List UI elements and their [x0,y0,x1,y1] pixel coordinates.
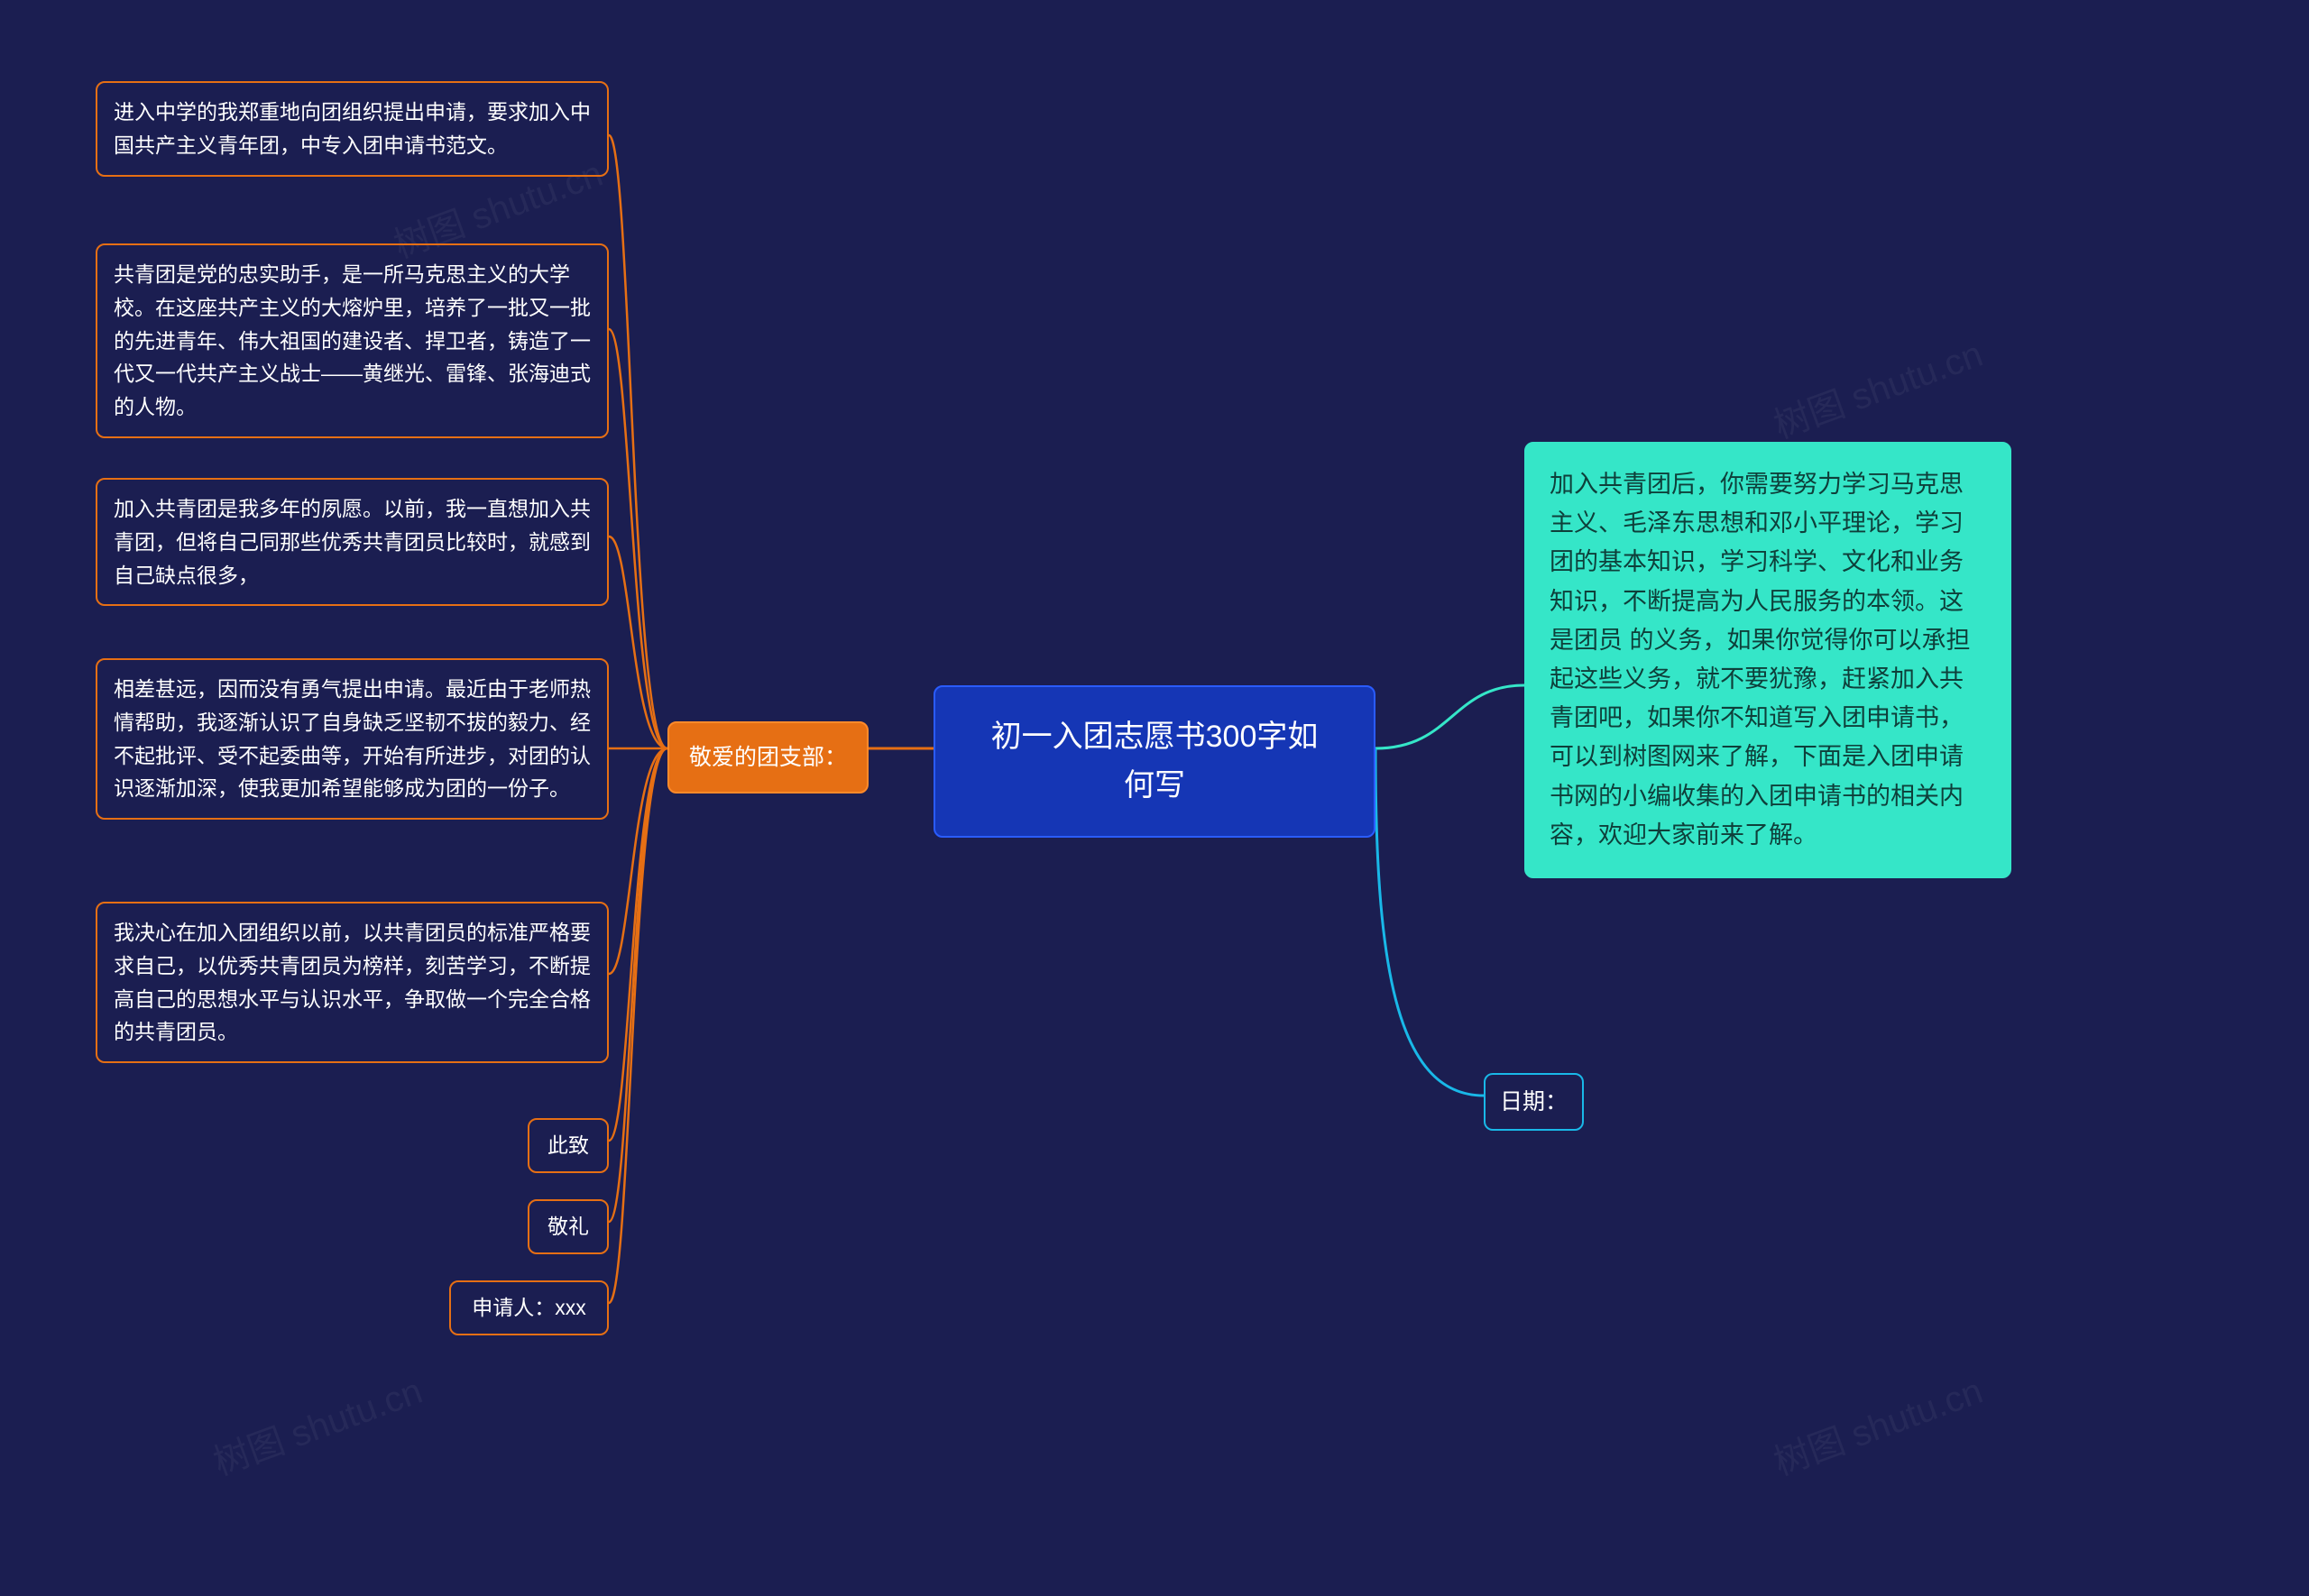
watermark: 树图 shutu.cn [1765,325,1989,448]
right-date-node[interactable]: 日期： [1484,1073,1584,1131]
leaf-3[interactable]: 加入共青团是我多年的夙愿。以前，我一直想加入共青团，但将自己同那些优秀共青团员比… [96,478,609,606]
mindmap-canvas: 树图 shutu.cn 树图 shutu.cn 树图 shutu.cn 树图 s… [0,0,2309,1596]
root-line2: 何写 [968,761,1341,810]
watermark: 树图 shutu.cn [1765,1362,1989,1485]
right-intro-node[interactable]: 加入共青团后，你需要努力学习马克思主义、毛泽东思想和邓小平理论，学习团的基本知识… [1524,442,2011,878]
left-branch-node[interactable]: 敬爱的团支部： [667,721,869,793]
root-node[interactable]: 初一入团志愿书300字如 何写 [934,685,1375,838]
leaf-5[interactable]: 我决心在加入团组织以前，以共青团员的标准严格要求自己，以优秀共青团员为榜样，刻苦… [96,902,609,1063]
leaf-2[interactable]: 共青团是党的忠实助手，是一所马克思主义的大学校。在这座共产主义的大熔炉里，培养了… [96,243,609,438]
leaf-4[interactable]: 相差甚远，因而没有勇气提出申请。最近由于老师热情帮助，我逐渐认识了自身缺乏坚韧不… [96,658,609,820]
leaf-6[interactable]: 此致 [528,1118,609,1173]
watermark: 树图 shutu.cn [205,1362,428,1485]
leaf-1[interactable]: 进入中学的我郑重地向团组织提出申请，要求加入中国共产主义青年团，中专入团申请书范… [96,81,609,177]
leaf-7[interactable]: 敬礼 [528,1199,609,1254]
leaf-8[interactable]: 申请人：xxx [449,1280,609,1335]
root-line1: 初一入团志愿书300字如 [968,712,1341,761]
